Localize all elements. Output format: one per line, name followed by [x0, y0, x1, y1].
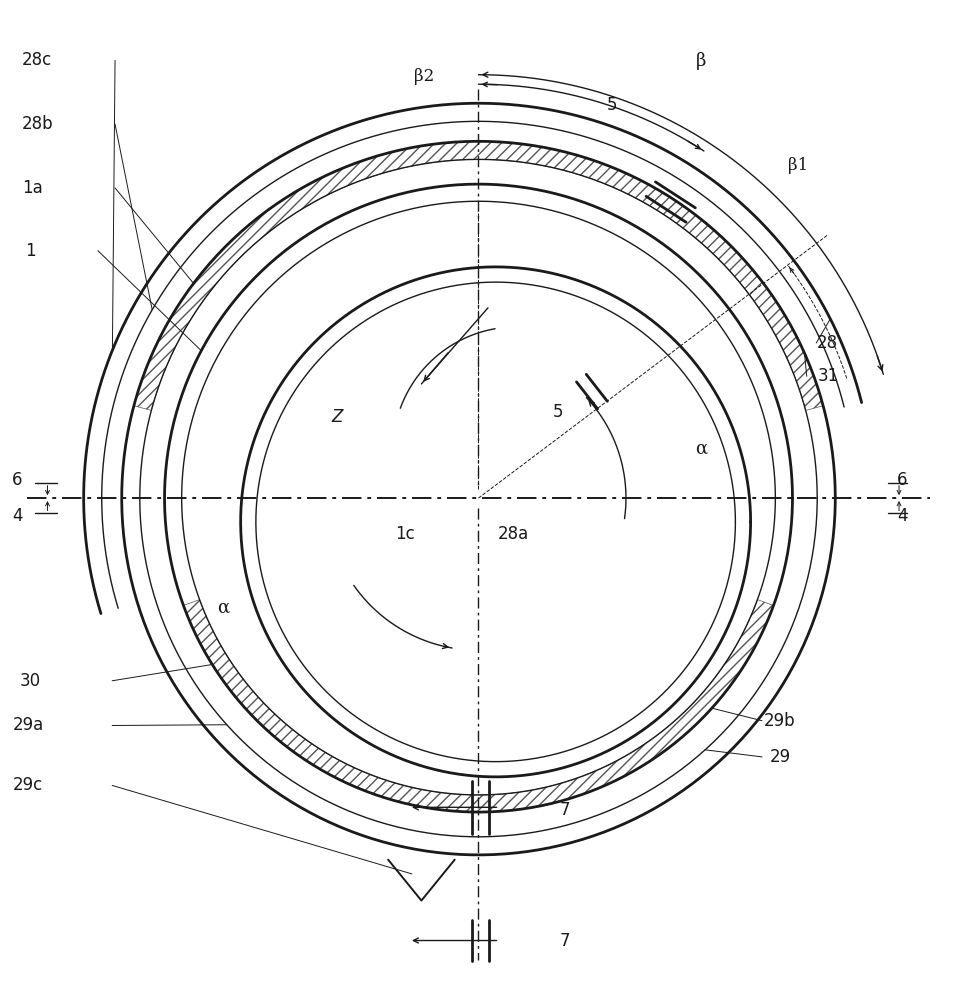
- Text: 30: 30: [20, 672, 41, 690]
- Text: 5: 5: [553, 403, 564, 421]
- Text: Z: Z: [331, 408, 343, 426]
- Text: α: α: [696, 440, 707, 458]
- Text: α: α: [217, 599, 229, 617]
- Text: 29a: 29a: [12, 716, 43, 734]
- Text: 29: 29: [769, 748, 790, 766]
- Text: 28c: 28c: [22, 51, 52, 69]
- Text: 31: 31: [817, 367, 838, 385]
- Text: 1a: 1a: [22, 179, 42, 197]
- Text: 5: 5: [607, 96, 617, 114]
- Text: 1c: 1c: [395, 525, 414, 543]
- Text: 29c: 29c: [12, 776, 42, 794]
- Text: 6: 6: [12, 471, 23, 489]
- Text: 1: 1: [25, 242, 35, 260]
- Text: β1: β1: [788, 157, 808, 174]
- Text: 7: 7: [560, 801, 569, 819]
- Text: 29b: 29b: [764, 712, 795, 730]
- Text: 28b: 28b: [22, 115, 54, 133]
- Text: 4: 4: [897, 507, 907, 525]
- Text: 28: 28: [817, 334, 838, 352]
- Text: 4: 4: [12, 507, 23, 525]
- Text: 28a: 28a: [498, 525, 529, 543]
- Text: 7: 7: [560, 932, 569, 950]
- Text: 6: 6: [897, 471, 907, 489]
- Text: β2: β2: [413, 68, 434, 85]
- Text: β: β: [696, 52, 706, 70]
